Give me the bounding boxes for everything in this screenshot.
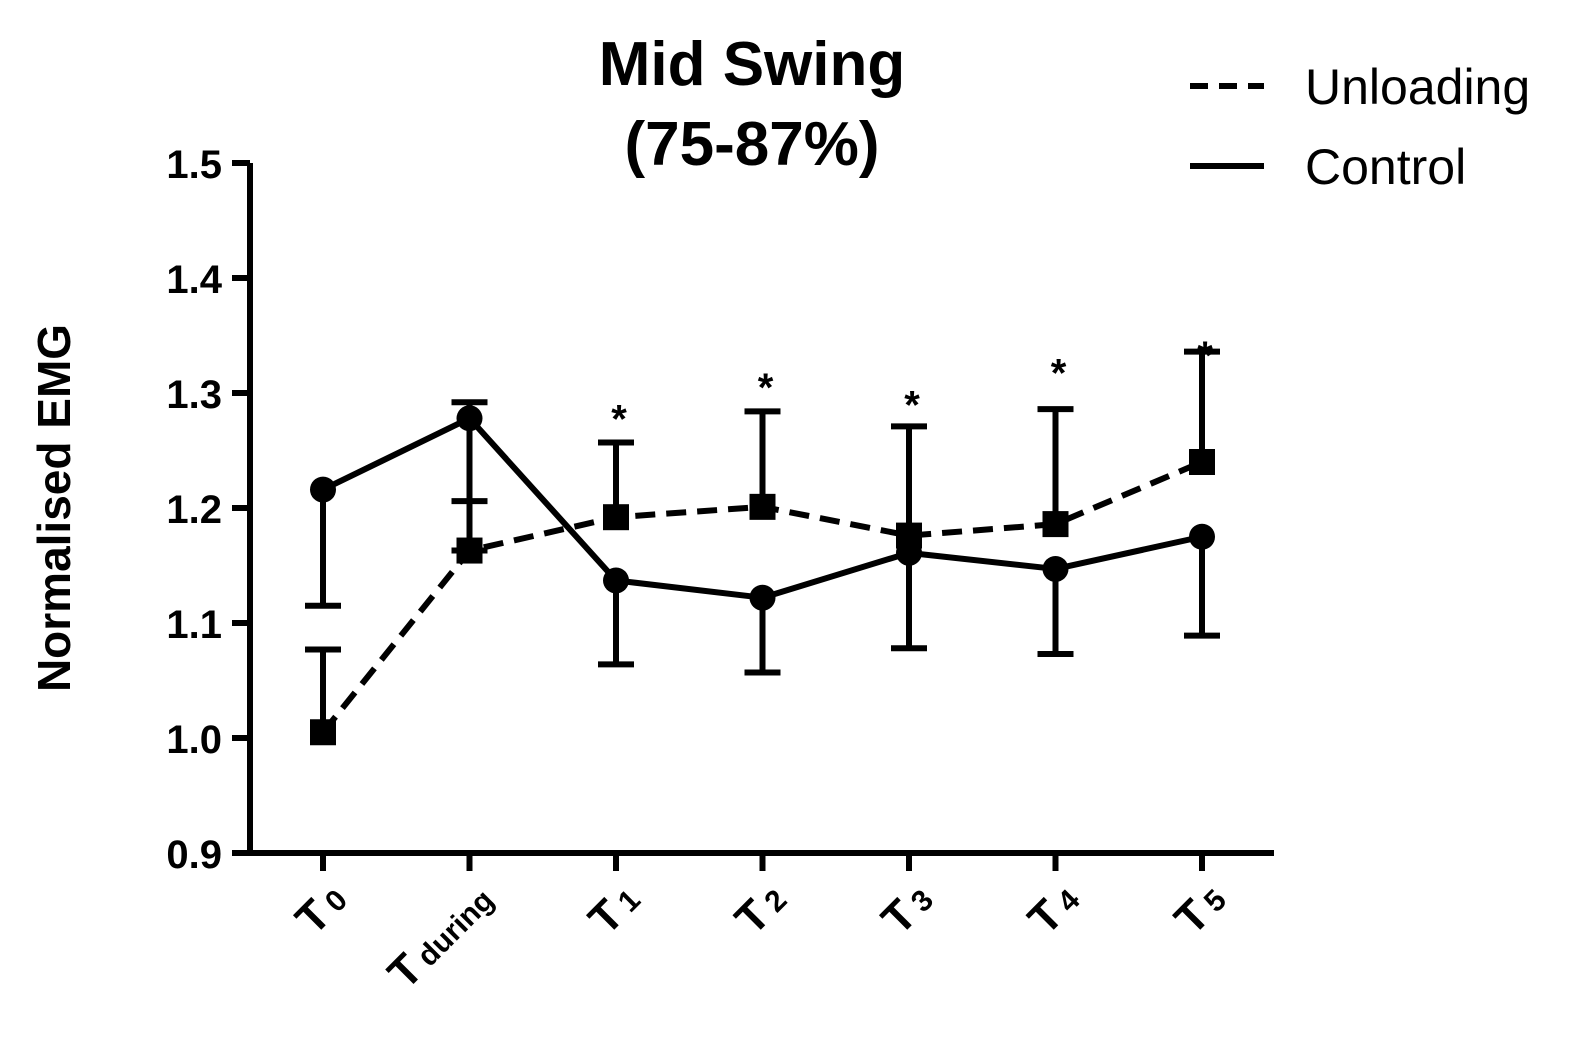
data-point-square — [603, 504, 629, 531]
significance-marker: * — [611, 397, 627, 441]
chart-title: Mid Swing — [599, 30, 906, 99]
y-tick-label: 1.4 — [166, 258, 222, 302]
data-point-circle — [456, 405, 483, 432]
chart-subtitle: (75-87%) — [625, 110, 880, 179]
y-tick-label: 1.1 — [166, 603, 222, 647]
y-tick-label: 0.9 — [166, 833, 222, 877]
data-point-square — [749, 493, 776, 520]
data-point-square — [310, 719, 336, 746]
data-point-circle — [896, 539, 922, 566]
legend-control-label: Control — [1305, 139, 1466, 195]
series-control — [305, 399, 1220, 676]
y-ticks: 0.9 1.0 1.1 1.2 1.3 1.4 1.5 — [166, 143, 250, 877]
y-tick-label: 1.2 — [166, 488, 222, 532]
y-axis-label: Normalised EMG — [28, 324, 80, 692]
data-point-circle — [749, 584, 776, 611]
significance-marker: * — [1197, 334, 1213, 378]
y-tick-label: 1.3 — [166, 373, 222, 417]
series-layer — [305, 348, 1220, 746]
data-point-circle — [1189, 523, 1215, 550]
significance-marker: * — [758, 366, 774, 410]
data-point-circle — [603, 567, 629, 594]
annotations: * * * * * — [611, 334, 1213, 441]
significance-marker: * — [904, 383, 920, 427]
y-tick-label: 1.0 — [166, 718, 222, 762]
legend-unloading-label: Unloading — [1305, 59, 1530, 115]
y-tick-label: 1.5 — [166, 143, 222, 187]
significance-marker: * — [1051, 351, 1067, 395]
data-point-square — [1189, 449, 1215, 475]
data-point-circle — [310, 476, 336, 503]
legend: Unloading Control — [1190, 59, 1530, 195]
data-point-square — [1042, 511, 1069, 538]
data-point-circle — [1042, 555, 1069, 582]
